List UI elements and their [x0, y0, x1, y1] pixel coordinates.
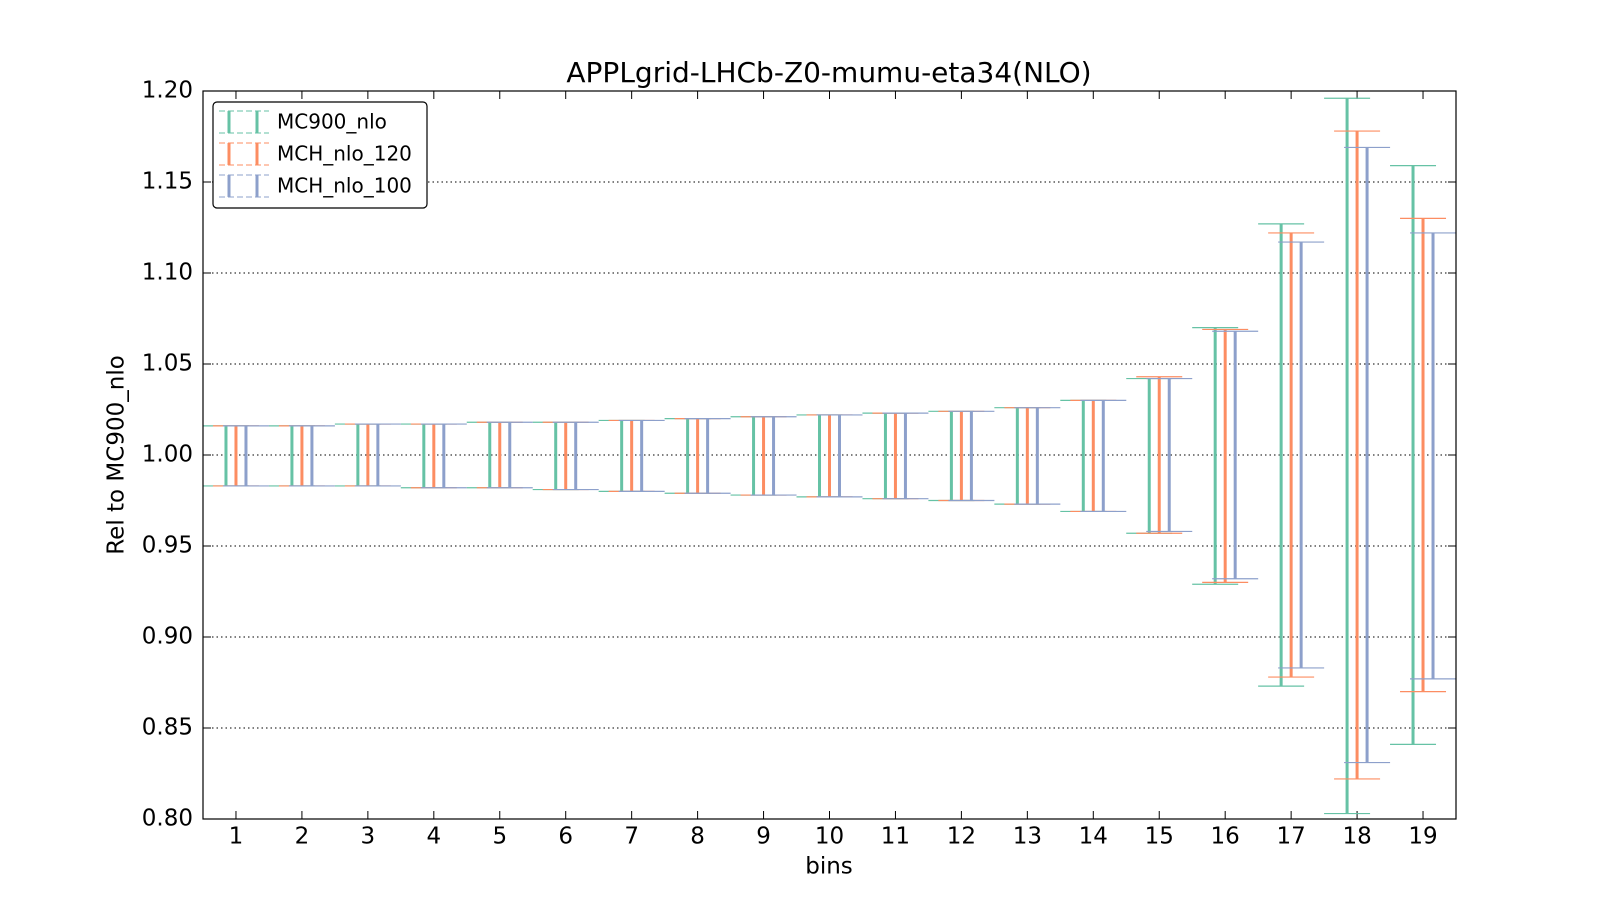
x-tick-label: 5 — [492, 824, 507, 850]
y-tick-label: 1.20 — [142, 78, 193, 104]
x-tick-label: 18 — [1342, 824, 1371, 850]
x-tick-label: 7 — [624, 824, 639, 850]
y-tick-label: 0.80 — [142, 806, 193, 832]
legend-label: MC900_nlo — [277, 110, 387, 134]
y-tick-label: 0.95 — [142, 533, 193, 559]
y-axis-label: Rel to MC900_nlo — [104, 355, 130, 555]
x-tick-label: 10 — [815, 824, 844, 850]
y-tick-label: 1.00 — [142, 442, 193, 468]
x-tick-label: 8 — [690, 824, 705, 850]
x-axis-label: bins — [805, 854, 853, 880]
chart-title: APPLgrid-LHCb-Z0-mumu-eta34(NLO) — [566, 56, 1091, 89]
y-tick-label: 1.05 — [142, 351, 193, 377]
y-tick-label: 0.90 — [142, 624, 193, 650]
x-tick-label: 4 — [426, 824, 441, 850]
y-tick-label: 1.10 — [142, 260, 193, 286]
x-tick-label: 19 — [1408, 824, 1437, 850]
y-tick-label: 0.85 — [142, 715, 193, 741]
x-tick-label: 3 — [361, 824, 376, 850]
plot-frame — [202, 90, 1457, 820]
x-tick-label: 14 — [1079, 824, 1108, 850]
x-tick-label: 16 — [1211, 824, 1240, 850]
x-tick-label: 17 — [1276, 824, 1305, 850]
x-tick-label: 2 — [295, 824, 310, 850]
x-tick-label: 12 — [947, 824, 976, 850]
x-tick-label: 6 — [558, 824, 573, 850]
y-tick-label: 1.15 — [142, 169, 193, 195]
legend-box — [212, 101, 428, 209]
x-tick-label: 9 — [756, 824, 771, 850]
x-tick-label: 15 — [1145, 824, 1174, 850]
legend-label: MCH_nlo_120 — [277, 142, 412, 166]
x-tick-label: 1 — [229, 824, 244, 850]
x-tick-label: 13 — [1013, 824, 1042, 850]
x-tick-label: 11 — [881, 824, 910, 850]
legend-label: MCH_nlo_100 — [277, 174, 412, 198]
